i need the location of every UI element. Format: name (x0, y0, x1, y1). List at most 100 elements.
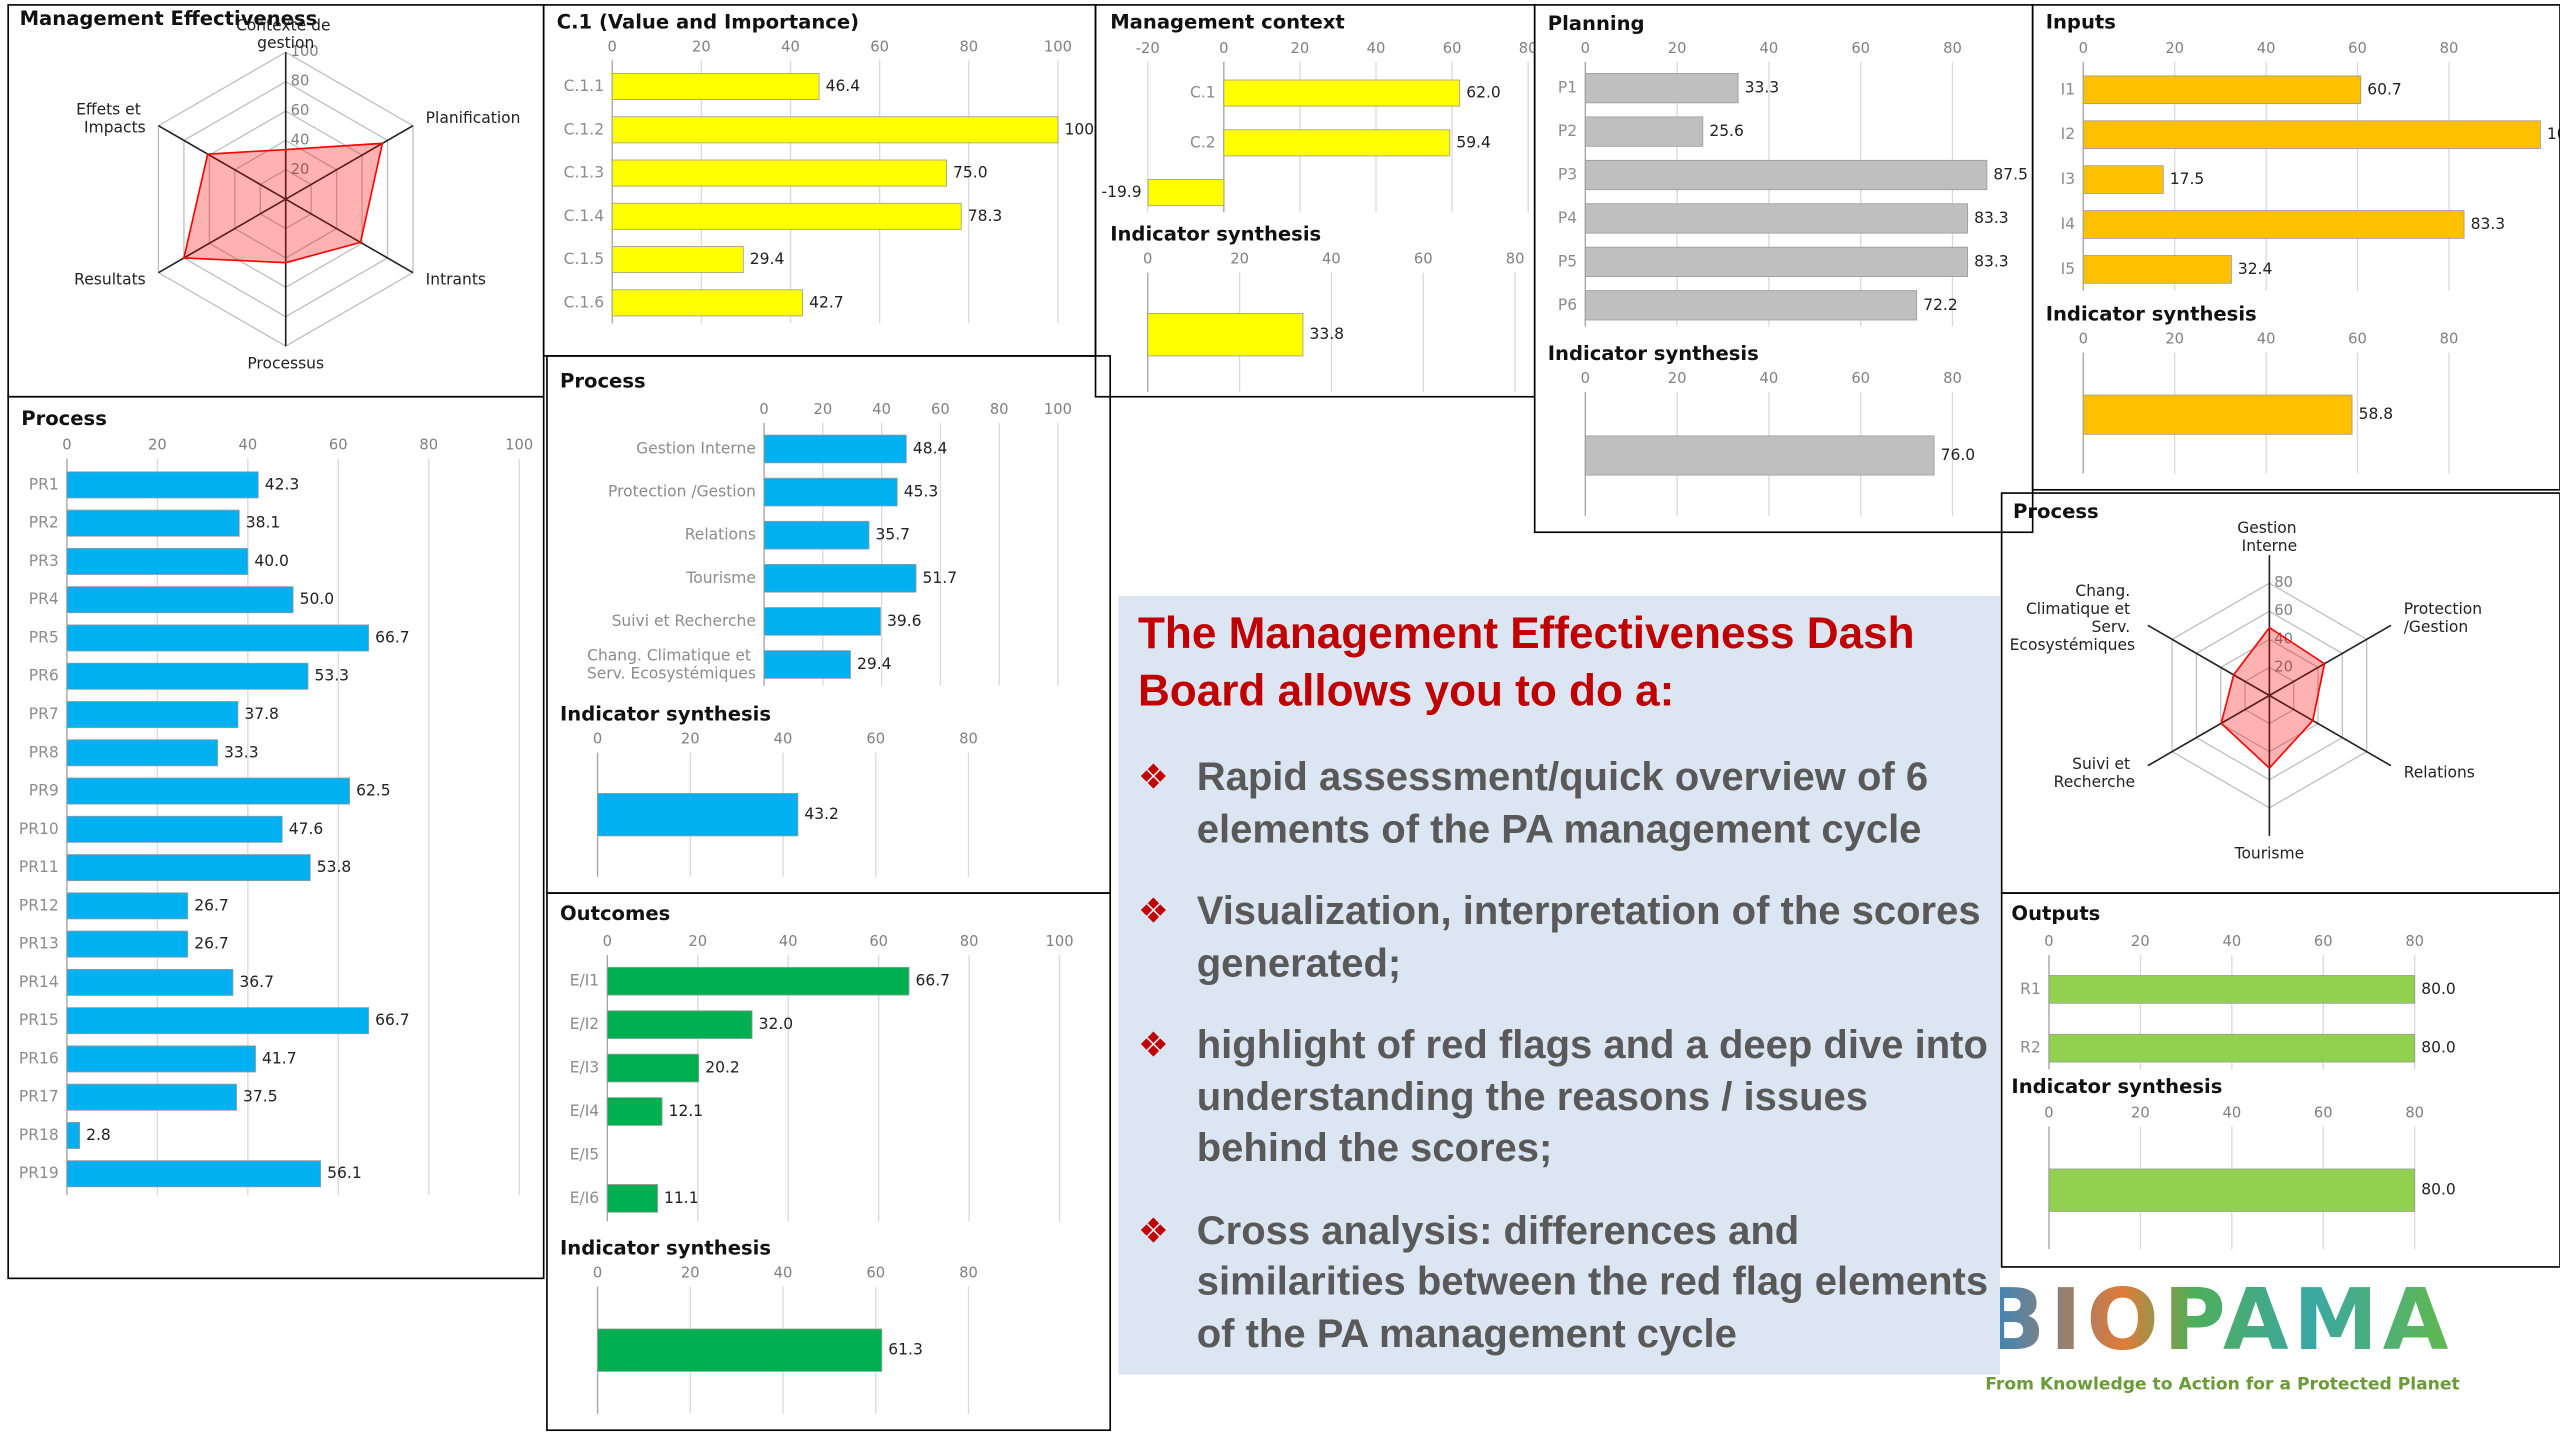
x-tick-label: 60 (2314, 1104, 2333, 1121)
x-tick-label: 40 (238, 437, 257, 454)
x-tick-label: 80 (959, 1264, 978, 1281)
panel: Process 0 20 40 60 80 100 Gestion Interne 48.4 Pr… (546, 355, 1111, 894)
category-label: P4 (1558, 209, 1577, 227)
category-label: C.1.6 (564, 293, 604, 311)
bar (1223, 129, 1451, 157)
x-tick-label: 60 (866, 731, 885, 748)
x-tick-label: 60 (869, 933, 888, 950)
x-tick-label: 60 (1851, 370, 1870, 387)
x-tick-label: 80 (2440, 40, 2459, 57)
bar (1584, 159, 1988, 191)
bar (2048, 1168, 2416, 1212)
x-tick-label: 80 (1506, 251, 1525, 268)
radar-area (182, 142, 384, 264)
bar (66, 547, 249, 575)
radar-area (2220, 626, 2326, 770)
bar (66, 739, 218, 767)
bar (611, 159, 947, 187)
value-label: 41.7 (262, 1049, 297, 1067)
x-tick-label: 100 (1044, 401, 1072, 418)
value-label: 17.5 (2170, 170, 2205, 188)
bar (1584, 246, 1969, 277)
bar (763, 607, 881, 636)
x-tick-label: 20 (2131, 1104, 2150, 1121)
x-tick-label: 20 (1291, 40, 1310, 57)
x-tick-label: 60 (866, 1264, 885, 1281)
category-label: P2 (1558, 122, 1577, 140)
panel-frame (7, 395, 545, 1280)
x-tick-label: 0 (593, 731, 602, 748)
x-tick-label: 40 (872, 401, 891, 418)
x-tick-label: 20 (692, 38, 711, 55)
bar (66, 968, 234, 996)
x-tick-label: 0 (1219, 40, 1228, 57)
bar (2082, 210, 2465, 239)
bar (66, 1007, 369, 1035)
value-label: 83.3 (1974, 209, 2009, 227)
value-label: 37.5 (243, 1088, 278, 1106)
category-label: PR14 (19, 973, 59, 991)
x-tick-label: 60 (870, 38, 889, 55)
x-tick-label: 20 (2165, 331, 2184, 348)
value-label: 33.3 (1745, 79, 1780, 97)
bar (1147, 313, 1304, 357)
x-tick-label: 100 (1046, 933, 1074, 950)
value-label: 29.4 (857, 655, 892, 673)
value-label: 66.7 (916, 972, 951, 990)
value-label: 42.3 (265, 475, 300, 493)
category-label: PR10 (19, 820, 59, 838)
bar (1584, 203, 1969, 234)
category-label: E/I1 (570, 972, 599, 990)
category-label: PR15 (19, 1011, 59, 1029)
category-label: C.2 (1190, 133, 1216, 151)
category-label: Gestion Interne (636, 439, 756, 457)
axis-label: Chang. Climatique et Serv. Ecosystémique… (2010, 582, 2135, 654)
x-tick-label: 0 (2044, 1104, 2053, 1121)
category-label: PR18 (19, 1126, 59, 1144)
axis-label: Contexte de gestion (236, 16, 335, 52)
value-label: 80.0 (2421, 1181, 2456, 1199)
category-label: C.1 (1190, 84, 1216, 102)
bar (1584, 290, 1918, 321)
value-label: 75.0 (953, 164, 988, 182)
value-label: 47.6 (289, 820, 324, 838)
bar (66, 930, 189, 958)
value-label: 29.4 (750, 250, 785, 268)
text-panel: The Management Effectiveness Dash Board … (1118, 595, 2001, 1375)
x-tick-label: 20 (688, 933, 707, 950)
x-tick-label: 40 (2257, 331, 2276, 348)
chart-title: Outcomes (560, 902, 670, 925)
panel: Inputs 0 20 40 60 80 I1 60.7 I2 100.0 I3 17.5 I4 83.3… (2032, 4, 2560, 490)
category-label: C.1.5 (564, 250, 604, 268)
value-label: 2.8 (86, 1126, 111, 1144)
label-line: Effets et (76, 100, 146, 118)
category-label: E/I6 (570, 1189, 599, 1207)
bar (763, 650, 851, 679)
chart-title: Process (21, 407, 107, 430)
value-label: 80.0 (2421, 1039, 2456, 1057)
label-line: Protection (2404, 599, 2487, 617)
category-label: E/I3 (570, 1059, 599, 1077)
bullet: ❖ Rapid assessment/quick overview of 6 el… (1138, 753, 1990, 856)
value-label: 38.1 (246, 514, 281, 532)
value-label: 25.6 (1709, 122, 1744, 140)
r-tick-label: 40 (291, 131, 310, 148)
value-label: 40.0 (254, 552, 289, 570)
label-line: Serv. (2091, 617, 2135, 635)
panel: Outcomes 0 20 40 60 80 100 E/I1 66.7 E/I2 32.0 E/I3… (546, 893, 1111, 1431)
value-label: 87.5 (1993, 166, 2028, 184)
bar (2048, 1033, 2416, 1063)
value-label: 32.4 (2238, 260, 2273, 278)
category-label: PR12 (19, 896, 59, 914)
value-label: 20.2 (705, 1059, 740, 1077)
label-line: Recherche (2054, 773, 2135, 791)
x-tick-label: 40 (774, 1264, 793, 1281)
panel: C.1 (Value and Importance) 0 20 40 60 80 100 C.… (543, 4, 1096, 356)
x-tick-label: 40 (2222, 1104, 2241, 1121)
chart-title: Process (560, 370, 646, 393)
x-tick-label: 0 (1581, 370, 1590, 387)
r-tick-label: 20 (291, 161, 310, 178)
